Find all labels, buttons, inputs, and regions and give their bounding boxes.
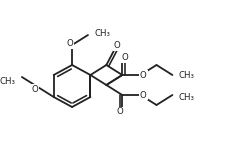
Text: CH₃: CH₃ <box>0 78 15 86</box>
Text: O: O <box>139 71 146 80</box>
Text: O: O <box>32 84 38 93</box>
Text: O: O <box>116 107 122 116</box>
Text: CH₃: CH₃ <box>178 92 194 102</box>
Text: O: O <box>67 40 73 49</box>
Text: O: O <box>114 41 120 50</box>
Text: O: O <box>121 53 128 62</box>
Text: CH₃: CH₃ <box>178 71 194 80</box>
Text: O: O <box>139 91 146 100</box>
Text: CH₃: CH₃ <box>94 29 110 38</box>
